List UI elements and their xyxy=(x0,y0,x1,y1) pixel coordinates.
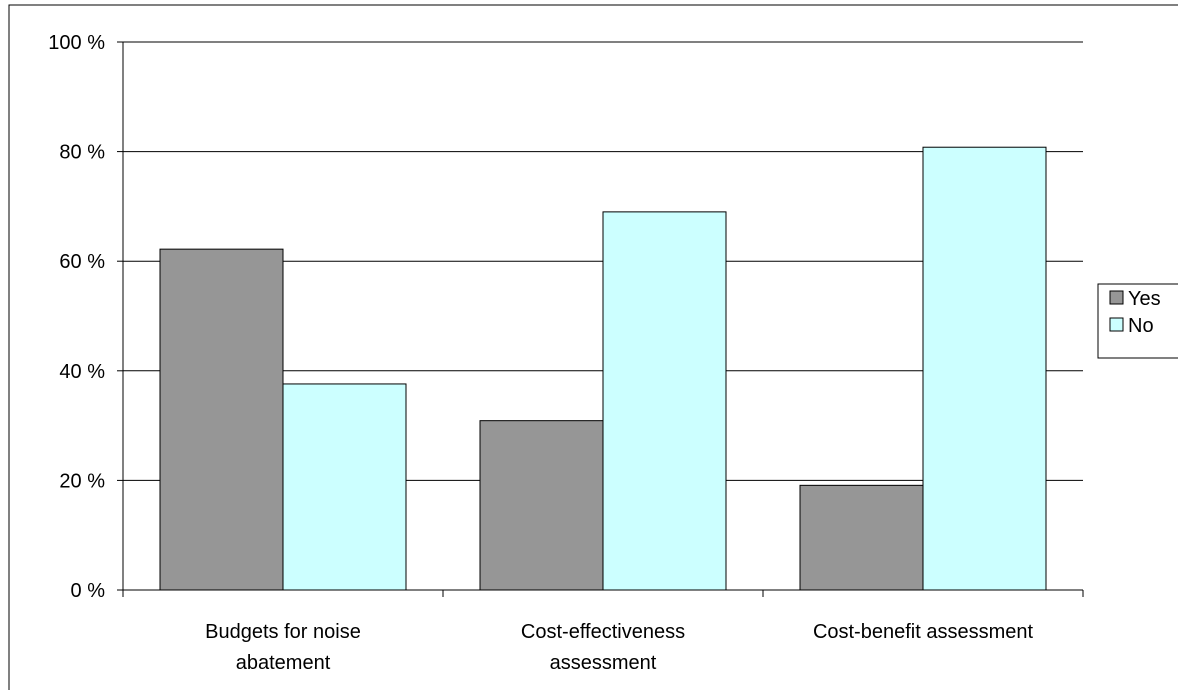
x-tick-label: Cost-benefit assessment xyxy=(813,621,1034,643)
legend-label-yes: Yes xyxy=(1128,288,1161,310)
y-tick-label: 80 % xyxy=(59,142,105,164)
y-tick-labels: 0 % 20 % 40 % 60 % 80 % 100 % xyxy=(48,32,105,602)
bars xyxy=(159,146,1047,591)
y-tick-label: 60 % xyxy=(59,251,105,273)
x-tick-label: Cost-effectiveness xyxy=(521,621,685,643)
bar-no xyxy=(602,211,727,591)
x-tick-label: assessment xyxy=(550,652,657,674)
bar-yes xyxy=(159,248,284,591)
x-tick-label: Budgets for noise xyxy=(205,621,361,643)
axes xyxy=(117,41,1084,597)
x-tick-label: abatement xyxy=(236,652,331,674)
legend: Yes No xyxy=(1097,283,1178,359)
y-tick-label: 40 % xyxy=(59,361,105,383)
legend-swatch-yes xyxy=(1109,290,1124,305)
bar-no xyxy=(282,383,407,591)
y-tick-label: 100 % xyxy=(48,32,105,54)
legend-swatch-no xyxy=(1109,317,1124,332)
legend-label-no: No xyxy=(1128,315,1154,337)
bar-yes xyxy=(479,420,604,591)
bar-yes xyxy=(799,484,924,591)
y-tick-label: 0 % xyxy=(71,580,106,602)
x-tick-labels: Budgets for noise abatement Cost-effective… xyxy=(205,621,1033,674)
bar-no xyxy=(922,146,1047,591)
y-tick-label: 20 % xyxy=(59,470,105,492)
